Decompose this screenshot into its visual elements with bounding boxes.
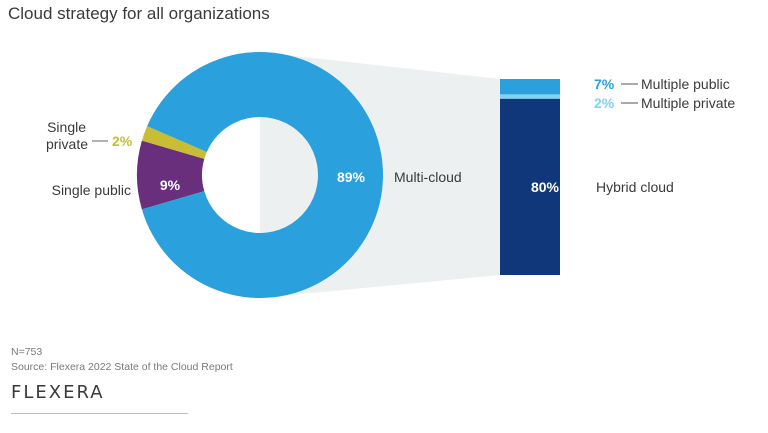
multi-cloud-value-label: 89% [337,169,366,185]
single-public-value-label: 9% [160,177,181,193]
bar-segment-multiple-private [500,94,560,99]
slice-multi-cloud [141,51,384,299]
source-note: Source: Flexera 2022 State of the Cloud … [11,361,233,373]
chart-title: Cloud strategy for all organizations [8,4,270,23]
breakdown-bar [500,79,560,275]
single-private-label-line1: Single [47,119,86,135]
hybrid-cloud-label: Hybrid cloud [596,179,674,195]
multiple-public-label: Multiple public [641,76,730,92]
multiple-private-value-label: 2% [594,95,615,111]
slice-single-public [136,140,205,210]
hybrid-cloud-value-label: 80% [531,179,560,195]
multiple-public-value-label: 7% [594,76,615,92]
flexera-logo: FLEXERA [11,382,105,403]
slice-single-private [141,126,207,159]
single-private-label-line2: private [46,136,88,152]
single-public-label: Single public [52,182,131,198]
footer-divider [11,413,188,414]
multiple-private-label: Multiple private [641,95,735,111]
multi-cloud-label: Multi-cloud [394,169,462,185]
donut-chart [136,51,384,299]
sample-size: N=753 [11,346,43,358]
bar-segment-hybrid-cloud [500,98,560,275]
bar-segment-multiple-public [500,79,560,95]
single-private-value-label: 2% [112,133,133,149]
